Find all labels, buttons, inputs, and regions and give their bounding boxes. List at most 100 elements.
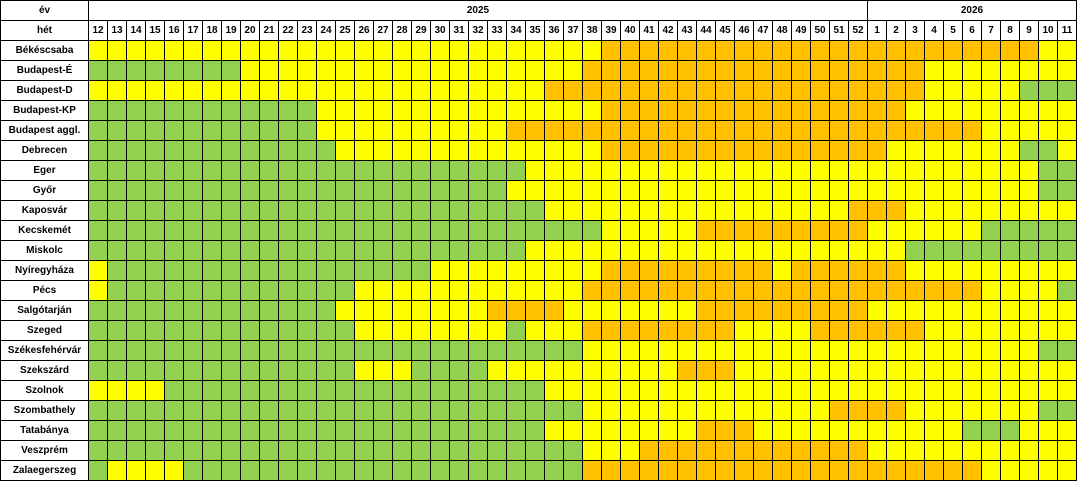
status-cell bbox=[221, 380, 241, 401]
status-cell bbox=[601, 40, 621, 61]
status-cell bbox=[810, 180, 830, 201]
status-cell bbox=[582, 220, 602, 241]
status-cell bbox=[126, 360, 146, 381]
status-cell bbox=[278, 380, 298, 401]
status-cell bbox=[981, 340, 1001, 361]
status-cell bbox=[240, 420, 260, 441]
status-cell bbox=[202, 360, 222, 381]
status-cell bbox=[1057, 440, 1077, 461]
status-cell bbox=[411, 180, 431, 201]
status-cell bbox=[867, 220, 887, 241]
status-cell bbox=[1000, 60, 1020, 81]
status-cell bbox=[905, 160, 925, 181]
status-cell bbox=[924, 440, 944, 461]
status-cell bbox=[943, 200, 963, 221]
status-cell bbox=[316, 380, 336, 401]
status-cell bbox=[392, 40, 412, 61]
status-cell bbox=[772, 360, 792, 381]
city-name: Szombathely bbox=[14, 405, 76, 416]
week: 44 bbox=[700, 25, 712, 36]
status-cell bbox=[1057, 420, 1077, 441]
status-cell bbox=[639, 320, 659, 341]
status-cell bbox=[1057, 140, 1077, 161]
status-cell bbox=[259, 360, 279, 381]
status-cell bbox=[297, 200, 317, 221]
status-cell bbox=[791, 80, 811, 101]
status-cell bbox=[696, 180, 716, 201]
status-cell bbox=[278, 460, 298, 481]
status-cell bbox=[639, 340, 659, 361]
status-cell bbox=[107, 460, 127, 481]
status-cell bbox=[506, 80, 526, 101]
status-cell bbox=[696, 100, 716, 121]
status-cell bbox=[392, 340, 412, 361]
status-cell bbox=[430, 80, 450, 101]
status-cell bbox=[297, 220, 317, 241]
status-cell bbox=[487, 180, 507, 201]
status-cell bbox=[658, 140, 678, 161]
status-cell bbox=[639, 40, 659, 61]
status-cell bbox=[506, 420, 526, 441]
status-cell bbox=[639, 240, 659, 261]
status-cell bbox=[1057, 360, 1077, 381]
status-cell bbox=[126, 240, 146, 261]
week: 20 bbox=[244, 25, 256, 36]
status-cell bbox=[544, 160, 564, 181]
status-cell bbox=[259, 420, 279, 441]
week: 37 bbox=[567, 25, 579, 36]
status-cell bbox=[962, 100, 982, 121]
status-cell bbox=[335, 220, 355, 241]
status-cell bbox=[221, 400, 241, 421]
status-cell bbox=[962, 200, 982, 221]
status-cell bbox=[145, 460, 165, 481]
week: 10 bbox=[1042, 25, 1054, 36]
status-cell bbox=[601, 300, 621, 321]
status-cell bbox=[259, 440, 279, 461]
status-cell bbox=[696, 240, 716, 261]
status-cell bbox=[430, 180, 450, 201]
status-cell bbox=[791, 240, 811, 261]
status-cell bbox=[88, 160, 108, 181]
status-cell bbox=[316, 100, 336, 121]
status-cell bbox=[202, 420, 222, 441]
status-cell bbox=[297, 360, 317, 381]
status-cell bbox=[354, 440, 374, 461]
status-cell bbox=[183, 280, 203, 301]
status-cell bbox=[943, 160, 963, 181]
status-cell bbox=[962, 120, 982, 141]
status-cell bbox=[259, 460, 279, 481]
status-cell bbox=[506, 260, 526, 281]
status-cell bbox=[658, 360, 678, 381]
status-cell bbox=[221, 140, 241, 161]
status-cell bbox=[696, 120, 716, 141]
status-cell bbox=[829, 80, 849, 101]
status-cell bbox=[297, 420, 317, 441]
status-cell bbox=[962, 40, 982, 61]
status-cell bbox=[468, 380, 488, 401]
status-cell bbox=[905, 60, 925, 81]
status-cell bbox=[753, 200, 773, 221]
status-cell bbox=[810, 380, 830, 401]
status-cell bbox=[563, 440, 583, 461]
status-cell bbox=[981, 440, 1001, 461]
status-cell bbox=[1019, 340, 1039, 361]
status-cell bbox=[1038, 420, 1058, 441]
status-cell bbox=[582, 440, 602, 461]
status-cell bbox=[981, 160, 1001, 181]
status-cell bbox=[1057, 400, 1077, 421]
status-cell bbox=[430, 120, 450, 141]
status-cell bbox=[221, 60, 241, 81]
status-cell bbox=[392, 140, 412, 161]
status-cell bbox=[107, 40, 127, 61]
status-cell bbox=[335, 260, 355, 281]
status-cell bbox=[1019, 140, 1039, 161]
status-cell bbox=[601, 240, 621, 261]
status-cell bbox=[829, 100, 849, 121]
status-cell bbox=[981, 320, 1001, 341]
status-cell bbox=[962, 420, 982, 441]
status-cell bbox=[373, 160, 393, 181]
status-cell bbox=[848, 400, 868, 421]
status-cell bbox=[696, 420, 716, 441]
status-cell bbox=[1019, 60, 1039, 81]
status-cell bbox=[1038, 180, 1058, 201]
